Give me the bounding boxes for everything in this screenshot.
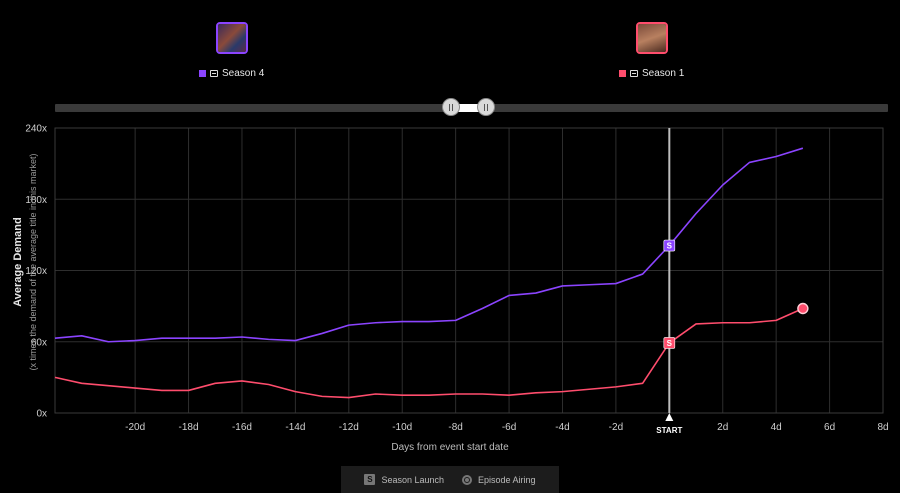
plot-area-border [54,127,884,414]
x-tick-label: -14d [285,422,305,433]
season-launch-marker[interactable] [663,239,676,252]
x-axis-label: Days from event start date [391,442,509,453]
x-tick-label: 8d [877,422,888,433]
tv-icon [210,70,218,77]
x-tick-label: -8d [448,422,462,433]
y-tick-label: 120x [25,266,47,277]
season-launch-legend-item: S Season Launch [364,474,444,485]
x-tick-label: -2d [609,422,623,433]
episode-airing-icon [462,474,472,485]
x-tick-label: 6d [824,422,835,433]
y-tick-label: 60x [31,337,47,348]
episode-airing-legend-item: Episode Airing [462,474,536,485]
x-tick-label: -16d [232,422,252,433]
x-tick-label: -4d [555,422,569,433]
y-axis-label: Average Demand [12,217,24,306]
season-launch-marker-label: S [667,242,673,251]
x-tick-label: -6d [502,422,516,433]
x-tick-label: 2d [717,422,728,433]
x-tick-label: -10d [392,422,412,433]
slider-left-handle[interactable] [441,98,460,116]
time-range-slider[interactable] [55,98,888,116]
x-tick-label: -20d [125,422,145,433]
season4-label: Season 4 [222,68,265,79]
y-tick-label: 0x [36,409,47,420]
legend-season1[interactable]: Season 1 [619,22,684,79]
season-launch-marker[interactable] [663,337,676,349]
series-line-season4 [54,147,804,343]
marker-legend: S Season Launch Episode Airing [341,466,559,493]
episode-airing-marker[interactable] [797,302,809,315]
x-tick-label: 4d [771,422,782,433]
season-launch-marker-label: S [667,339,673,348]
x-tick-label: -18d [179,422,199,433]
slider-right-handle[interactable] [476,98,495,116]
episode-airing-label: Episode Airing [478,474,536,485]
season-launch-label: Season Launch [381,474,444,485]
season4-poster-thumbnail[interactable] [215,22,248,54]
legend-season4[interactable]: Season 4 [199,22,264,79]
season-launch-icon: S [364,474,376,485]
tv-icon [630,70,638,77]
y-tick-label: 240x [25,124,47,135]
season1-color-swatch [619,70,626,77]
season1-poster-thumbnail[interactable] [635,22,668,54]
slider-selected-range [450,104,486,112]
x-tick-label: -12d [339,422,359,433]
season1-label: Season 1 [642,68,685,79]
y-axis-sublabel: (x times the demand of the average title… [28,153,38,370]
chart-grid [55,127,884,413]
series-line-season1 [54,307,804,399]
y-tick-label: 180x [25,195,47,206]
start-label: START [656,426,682,435]
season4-color-swatch [199,70,206,77]
start-marker-triangle [665,413,674,421]
